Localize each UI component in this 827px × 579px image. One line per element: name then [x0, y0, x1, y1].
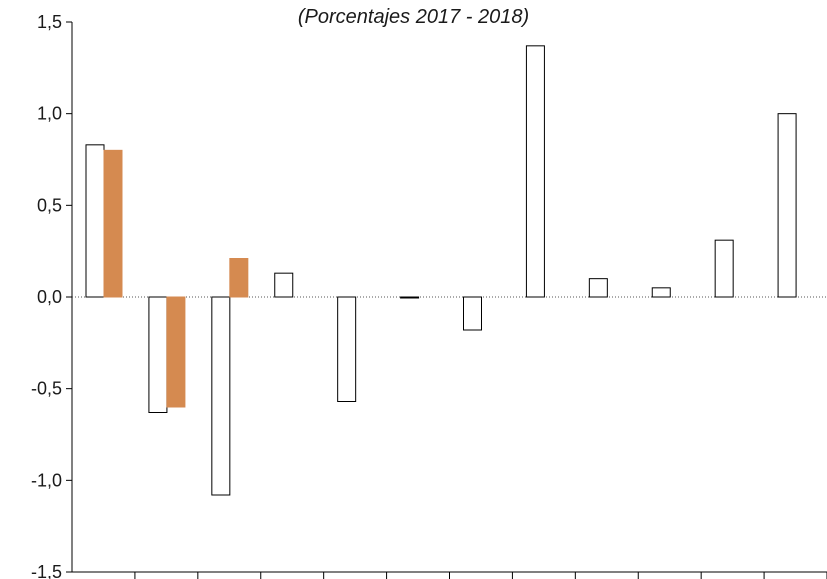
bar-series-1: [148, 296, 168, 413]
bar-series-1: [274, 272, 294, 298]
bar-series-1: [400, 296, 420, 299]
y-tick-label: 1,5: [37, 12, 62, 32]
bar-series-1: [463, 296, 482, 331]
chart-bars: [85, 45, 797, 496]
bar-series-1: [588, 278, 608, 298]
y-tick-label: -1,5: [31, 562, 62, 579]
bar-series-1: [525, 45, 545, 298]
y-tick-label: 0,0: [37, 287, 62, 307]
bar-series-1: [85, 144, 105, 298]
y-tick-label: -1,0: [31, 470, 62, 490]
bar-series-2: [229, 258, 249, 298]
bar-series-1: [211, 296, 231, 496]
bar-series-2: [166, 296, 186, 408]
chart-subtitle: (Porcentajes 2017 - 2018): [297, 6, 530, 28]
y-tick-label: 1,0: [37, 104, 62, 124]
bar-series-1: [337, 296, 357, 402]
chart-axes: 1,5 1,0 0,5 0,0 -0,5 -1,0 -1,5: [31, 12, 827, 579]
bar-series-2: [103, 149, 123, 298]
y-tick-label: 0,5: [37, 195, 62, 215]
bar-series-1: [714, 239, 734, 298]
bar-series-1: [651, 287, 671, 298]
bar-series-1: [777, 113, 797, 298]
y-tick-label: -0,5: [31, 379, 62, 399]
